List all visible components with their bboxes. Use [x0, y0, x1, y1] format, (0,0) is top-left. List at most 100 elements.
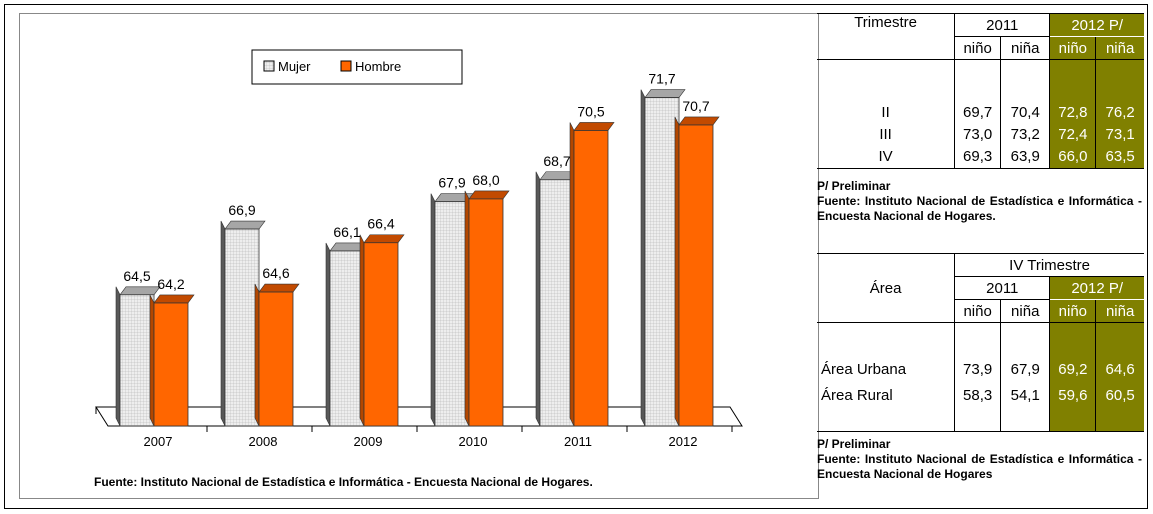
trimestre-prelim-note: P/ Preliminar [817, 179, 891, 193]
legend-box [251, 49, 463, 85]
cell: 76,2 [1095, 101, 1144, 124]
bar-chart: 64,5 64,2 66,9 64,6 66,1 66,4 67,9 68,0 68,7 70,5… [95, 49, 743, 449]
trimestre-sub-0: niño [954, 36, 1001, 60]
trimestre-year1: 2011 [954, 13, 1050, 37]
value-label-mujer-2010: 67,9 [438, 175, 465, 191]
value-label-mujer-2008: 66,9 [228, 202, 255, 218]
area-year2: 2012 P/ [1049, 276, 1144, 300]
legend-label-mujer: Mujer [278, 59, 311, 74]
bar-hombre-2009 [359, 234, 405, 427]
bar-mujer-2012 [640, 89, 686, 427]
cell: 67,9 [1000, 356, 1050, 383]
cell: 72,8 [1049, 101, 1096, 124]
bar-mujer-2009 [325, 242, 371, 427]
category-label-2008: 2008 [249, 434, 278, 449]
cell: 59,6 [1049, 382, 1096, 409]
row-label: Área Rural [821, 387, 893, 404]
trimestre-sub-3: niña [1095, 36, 1144, 60]
bar-hombre-2012 [674, 116, 720, 427]
value-label-mujer-2012: 71,7 [648, 71, 675, 87]
cell: 69,2 [1049, 356, 1096, 383]
spacer [817, 408, 955, 432]
spacer [1000, 408, 1050, 432]
table-trimestre: Trimestre 2011 2012 P/ niño niña niño ni… [817, 13, 1144, 169]
legend-swatch-mujer [263, 60, 275, 72]
category-labels-layer: 2007 2008 2009 2010 2011 2012 [144, 426, 733, 449]
row-label: IV [817, 145, 955, 169]
cell: 73,0 [954, 123, 1001, 146]
trimestre-header: Trimestre [817, 13, 955, 60]
table-row: IV 69,3 63,9 66,0 63,5 [817, 145, 1144, 169]
category-label-2012: 2012 [669, 434, 698, 449]
row-label: Área Urbana [821, 361, 907, 378]
area-sub-0: niño [954, 299, 1001, 323]
cell: 66,0 [1049, 145, 1096, 169]
area-notes: P/ Preliminar Fuente: Instituto Nacional… [817, 437, 1142, 482]
cell: 63,5 [1095, 145, 1144, 169]
table-row: II 69,7 70,4 72,8 76,2 [817, 101, 1144, 124]
spacer [954, 322, 1001, 357]
category-label-2010: 2010 [459, 434, 488, 449]
value-label-mujer-2007: 64,5 [123, 268, 150, 284]
table-row: III 73,0 73,2 72,4 73,1 [817, 123, 1144, 146]
trimestre-source-note: Fuente: Instituto Nacional de Estadístic… [817, 194, 1142, 223]
spacer [954, 408, 1001, 432]
area-year1: 2011 [954, 276, 1050, 300]
chart-source-note: Fuente: Instituto Nacional de Estadístic… [94, 475, 593, 489]
value-labels-layer: 64,5 64,2 66,9 64,6 66,1 66,4 67,9 68,0 68,7 70,5… [123, 71, 709, 292]
spacer [1000, 59, 1050, 102]
bar-chart-panel: 64,5 64,2 66,9 64,6 66,1 66,4 67,9 68,0 68,7 70,5… [19, 13, 819, 499]
cell: 60,5 [1095, 382, 1144, 409]
bar-hombre-2011 [569, 122, 615, 427]
cell: 73,2 [1000, 123, 1050, 146]
value-label-hombre-2009: 66,4 [367, 216, 394, 232]
spacer [817, 323, 955, 357]
bar-mujer-2011 [535, 171, 581, 427]
table-row: Área Urbana 73,9 67,9 69,2 64,6 [817, 356, 1144, 383]
spacer [1049, 408, 1096, 432]
cell: 58,3 [954, 382, 1001, 409]
area-source-note: Fuente: Instituto Nacional de Estadístic… [817, 452, 1142, 481]
row-label: III [879, 126, 892, 143]
trimestre-year2: 2012 P/ [1049, 13, 1144, 37]
cell: 73,9 [954, 356, 1001, 383]
value-label-hombre-2010: 68,0 [472, 172, 499, 188]
category-label-2009: 2009 [354, 434, 383, 449]
cell: 69,7 [954, 101, 1001, 124]
spacer [1095, 322, 1144, 357]
table-row: Área Rural 58,3 54,1 59,6 60,5 [817, 382, 1144, 409]
spacer [1049, 59, 1096, 102]
bar-hombre-2010 [464, 190, 510, 427]
trimestre-notes: P/ Preliminar Fuente: Instituto Nacional… [817, 179, 1142, 224]
cell: 73,1 [1095, 123, 1144, 146]
legend: Mujer Hombre [251, 49, 463, 85]
area-header: Área [817, 253, 955, 323]
trimestre-sub-1: niña [1000, 36, 1050, 60]
cell: 54,1 [1000, 382, 1050, 409]
value-label-hombre-2008: 64,6 [262, 265, 289, 281]
trimestre-sub-2: niño [1049, 36, 1096, 60]
bar-mujer-2010 [430, 193, 476, 427]
value-label-mujer-2011: 68,7 [543, 153, 570, 169]
figure-frame: 64,5 64,2 66,9 64,6 66,1 66,4 67,9 68,0 68,7 70,5… [4, 4, 1148, 509]
area-sub-3: niña [1095, 299, 1144, 323]
cell: 70,4 [1000, 101, 1050, 124]
spacer [817, 60, 955, 102]
cell: 63,9 [1000, 145, 1050, 169]
area-sub-1: niña [1000, 299, 1050, 323]
value-label-hombre-2012: 70,7 [682, 98, 709, 114]
legend-swatch-hombre [340, 60, 352, 72]
spacer [1000, 322, 1050, 357]
value-label-hombre-2011: 70,5 [577, 103, 604, 119]
spacer [1095, 59, 1144, 102]
bar-hombre-2007 [149, 294, 195, 427]
area-group-header: IV Trimestre [954, 253, 1144, 277]
bar-mujer-2008 [220, 220, 266, 427]
area-prelim-note: P/ Preliminar [817, 437, 891, 451]
spacer [1049, 322, 1096, 357]
category-label-2011: 2011 [564, 434, 592, 449]
row-label: II [881, 104, 890, 121]
table-area: Área IV Trimestre 2011 2012 P/ niño niña… [817, 253, 1144, 432]
cell: 72,4 [1049, 123, 1096, 146]
bar-hombre-2008 [254, 283, 300, 427]
